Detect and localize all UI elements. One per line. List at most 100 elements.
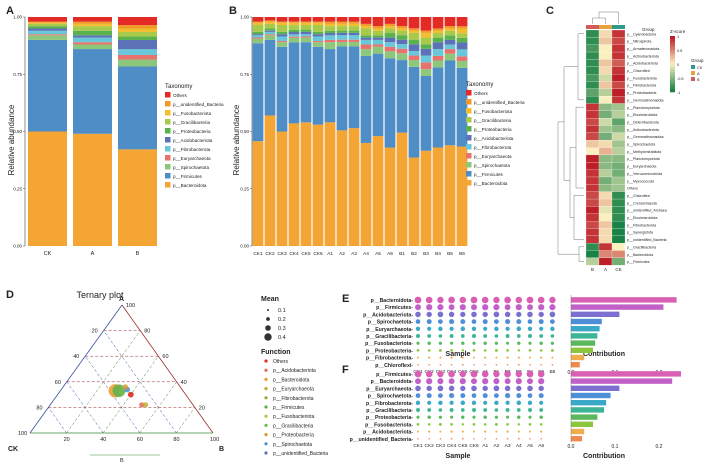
panel-b-bar-segment — [312, 31, 324, 35]
heatmap-row-label: p__Gemmatimonadota — [627, 98, 664, 102]
panel-e-bubble — [459, 296, 467, 304]
panel-a-legend-label: p__Spirochaetota — [173, 165, 209, 170]
heatmap-cell — [611, 29, 626, 38]
panel-b-taxonomy-legend: Taxonomy Others p__unidentified_Bacteriap… — [466, 82, 525, 186]
panel-b-x-tick-label: CK2 — [265, 251, 275, 257]
function-legend-label: p__unidentified_Bacteria — [273, 451, 328, 457]
panel-b-legend-label: p__Acidobacteriota — [474, 136, 514, 141]
panel-a-x-tick-label: B — [136, 251, 140, 257]
panel-b-legend-swatch — [466, 135, 472, 141]
panel-a-x-tick-label: A — [91, 251, 95, 257]
heatmap-cell — [585, 176, 600, 185]
ternary-vertex-b: B — [219, 446, 224, 453]
panel-f-bubble — [438, 400, 443, 406]
panel-f-bubble — [506, 423, 509, 426]
heatmap-row-label: p__Elusimicrobiota — [627, 113, 657, 117]
panel-e-row-label: p__Bacteroidota- — [371, 298, 414, 304]
panel-b-bar-segment — [264, 30, 276, 32]
group-legend-swatch — [691, 71, 695, 75]
panel-f-bubble — [539, 400, 544, 405]
panel-b-bar-segment — [312, 22, 324, 26]
zscore-colorbar-segment — [670, 52, 675, 56]
ternary-a-tick-label: 40 — [181, 380, 187, 386]
heatmap-cell — [598, 132, 613, 141]
panel-f-bubble — [539, 408, 544, 412]
heatmap-cell — [598, 235, 613, 244]
panel-f-bubble — [438, 422, 442, 426]
group-legend-swatch — [691, 77, 695, 81]
ternary-b-tick-label: 80 — [173, 437, 179, 443]
heatmap-cell — [598, 81, 613, 89]
panel-b-bar-segment — [384, 23, 396, 27]
panel-e-bubble — [459, 304, 466, 311]
heatmap-cell — [585, 206, 600, 214]
panel-a-bar-segment — [73, 37, 112, 43]
heatmap-cell — [598, 51, 613, 60]
heatmap-cell — [585, 125, 600, 134]
panel-b-legend-label: p__Firmicutes — [474, 172, 504, 177]
panel-f-bubble — [517, 430, 520, 433]
panel-e-bubble — [482, 319, 488, 325]
panel-b-bar-segment — [276, 17, 288, 22]
panel-f-bubble — [527, 378, 533, 385]
panel-b-x-tick-label: B6 — [459, 251, 465, 257]
panel-f-bubble — [529, 438, 531, 440]
panel-a-legend-swatch — [165, 155, 171, 161]
panel-e-bubble — [504, 304, 511, 311]
panel-a-bar-segment — [28, 131, 67, 246]
panel-f-bubble — [538, 393, 544, 399]
panel-b-bar-segment — [312, 21, 324, 23]
panel-e-bubble — [515, 296, 523, 304]
panel-a-legend-label: p__Euryarchaeota — [173, 156, 211, 161]
heatmap-cell — [611, 162, 626, 170]
heatmap-cell — [598, 29, 613, 38]
panel-f-column-label: A1 — [482, 443, 488, 449]
panel-a-bar-segment — [118, 66, 157, 150]
panel-f-bubble — [426, 385, 432, 392]
panel-e-bubble — [470, 296, 478, 304]
heatmap-row-label: p__Chloroflexi — [627, 69, 650, 73]
heatmap-cell — [611, 132, 626, 141]
panel-f-row-label: p__Acidobacteriota- — [363, 430, 413, 436]
panel-f-bubble — [417, 430, 419, 433]
ternary-grid-line — [103, 330, 177, 434]
heatmap-row-label: p__Verrucomicrobiota — [627, 172, 662, 176]
panel-f-row-label: p__Spirochaetota- — [368, 394, 414, 400]
panel-label-b: B — [229, 5, 237, 17]
panel-b-bar-segment — [348, 128, 360, 246]
panel-b-bar-segment — [384, 46, 396, 52]
panel-b-bar-segment — [372, 37, 384, 40]
heatmap-cell — [598, 184, 613, 192]
heatmap-row-label: p__Chloroflexi — [627, 194, 650, 198]
panel-b-bar-segment — [396, 17, 408, 27]
heatmap-cell — [585, 44, 600, 53]
panel-e-bubble — [506, 349, 509, 352]
panel-b-bar-segment — [456, 67, 468, 147]
panel-b-bar-segment — [252, 17, 264, 22]
panel-e-bubble — [415, 319, 421, 324]
heatmap-cell — [598, 44, 613, 53]
panel-f-bubble — [450, 415, 454, 419]
heatmap-cell — [611, 235, 626, 244]
panel-e-row-label: p__Euryarchaeota- — [366, 327, 413, 333]
panel-b-bar-segment — [276, 131, 288, 246]
function-legend-label: p__Acidobacteriota — [273, 368, 316, 374]
panel-b-bar-segment — [360, 23, 372, 27]
heatmap-row-label: p__unidentified_Archaea — [627, 209, 667, 213]
heatmap-row-label: p__Elusimicrobiota — [627, 216, 657, 220]
panel-f-bubble — [472, 423, 476, 426]
panel-b-bar-segment — [336, 32, 348, 36]
mean-legend-dot — [266, 317, 270, 321]
heatmap-cell — [611, 125, 626, 134]
panel-e-bubble — [528, 334, 532, 338]
panel-e-row-label: p__Chloroflexi- — [375, 363, 413, 369]
mean-legend-dot — [265, 325, 271, 331]
function-legend-label: p__Fusobacteriota — [273, 414, 315, 420]
heatmap-cell — [585, 118, 600, 126]
zscore-colorbar-segment — [670, 38, 675, 42]
heatmap-row-label: p__Proteobacteria — [627, 91, 656, 95]
heatmap-cell — [598, 147, 613, 156]
panel-b-bar-segment — [456, 37, 468, 43]
panel-b-bar-segment — [384, 28, 396, 34]
zscore-colorbar-segment — [670, 86, 675, 90]
